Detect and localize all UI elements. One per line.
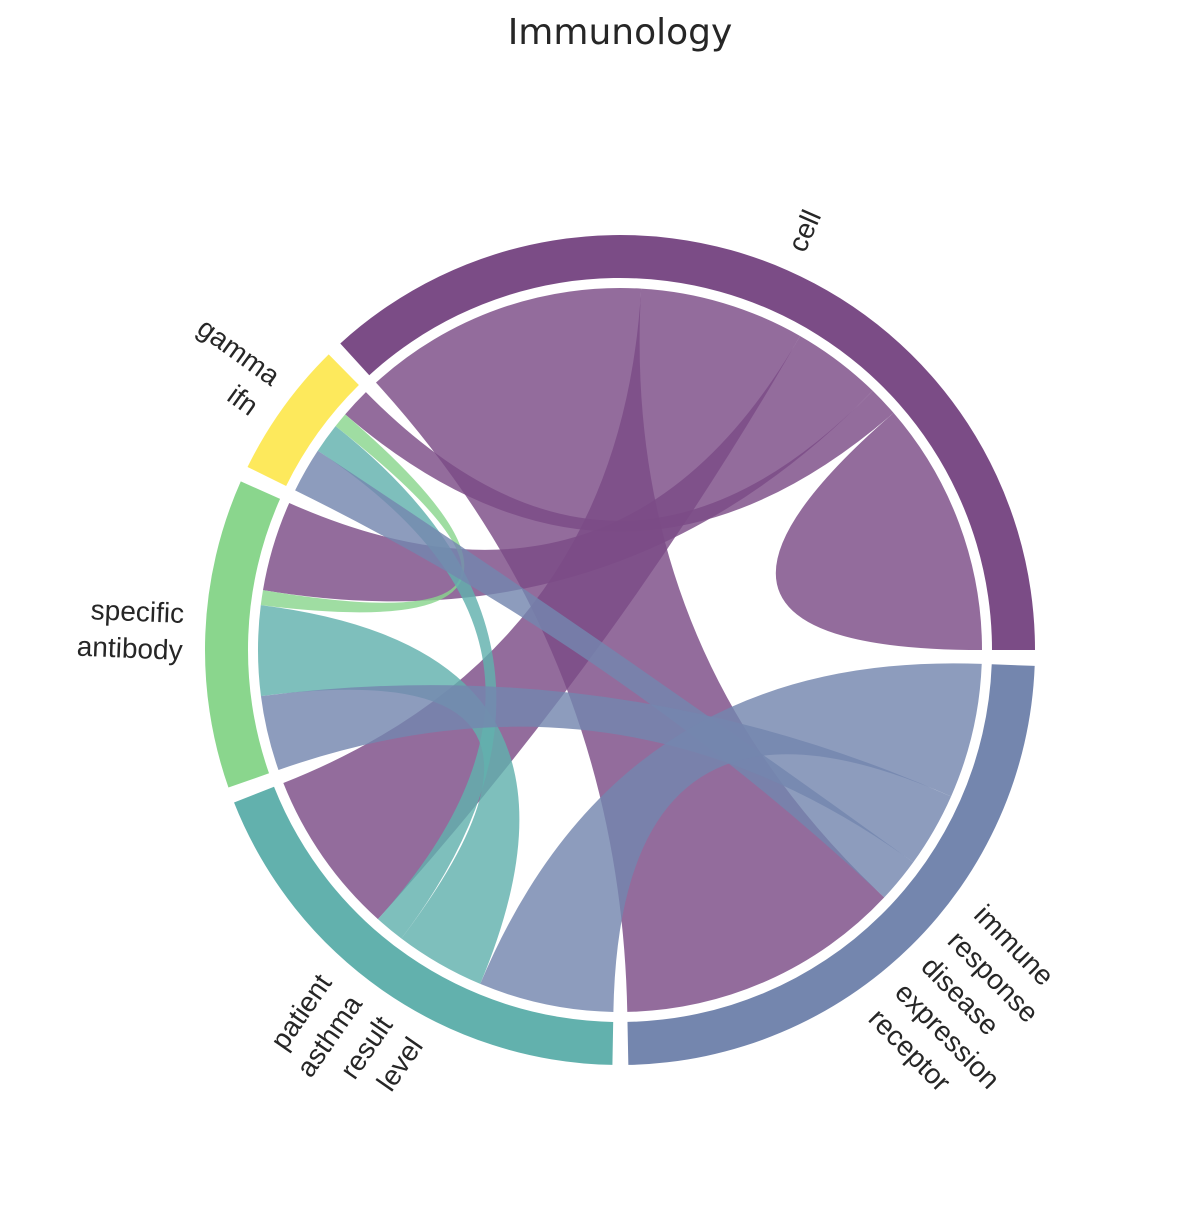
group-label-g0: cell	[782, 205, 827, 256]
group-arc-g0	[340, 235, 1035, 650]
ribbon-g0-g0	[775, 412, 982, 650]
group-label-line: ifn	[222, 379, 264, 421]
group-label-line: specific	[90, 594, 185, 629]
group-arc-g2	[204, 481, 281, 788]
chart-title: Immunology	[508, 12, 733, 53]
ribbons	[257, 288, 982, 1012]
ribbon-g0-g4	[376, 288, 885, 1012]
ribbon-g2-g4	[260, 685, 952, 863]
group-arcs	[204, 235, 1035, 1065]
group-label-line: cell	[782, 205, 827, 256]
ribbon-g1-g4	[295, 450, 914, 898]
group-arc-g4	[627, 664, 1035, 1065]
ribbon-g3-g4	[480, 663, 982, 1012]
group-arc-g3	[234, 786, 614, 1065]
group-arc-g1	[247, 354, 359, 486]
group-label-line: antibody	[76, 631, 183, 666]
